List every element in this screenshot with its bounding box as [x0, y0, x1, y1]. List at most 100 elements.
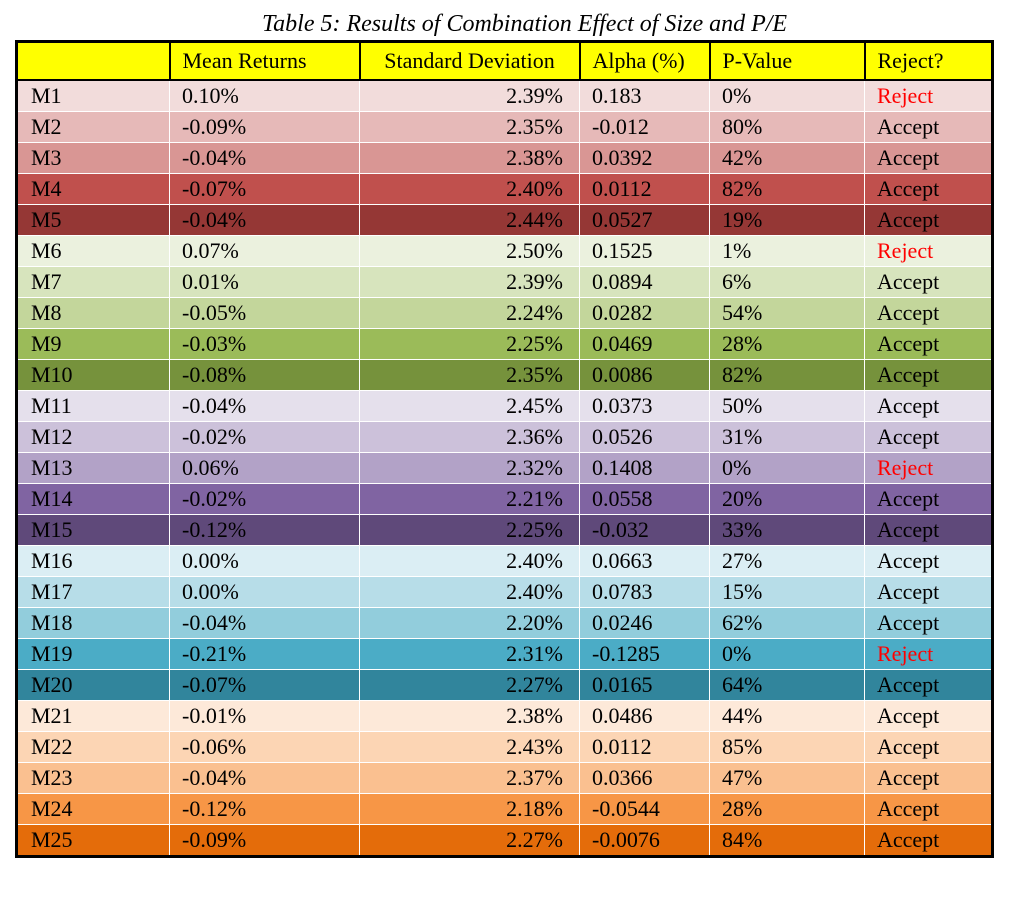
- cell-p-value: 28%: [709, 792, 865, 824]
- cell-decision: Accept: [864, 420, 993, 452]
- cell-model: M23: [16, 761, 170, 793]
- cell-p-value: 50%: [709, 389, 865, 421]
- cell-model: M12: [16, 420, 170, 452]
- cell-model: M20: [16, 668, 170, 700]
- cell-mean-returns: 0.00%: [169, 575, 360, 607]
- cell-decision: Accept: [864, 110, 993, 142]
- cell-standard-deviation: 2.43%: [359, 730, 580, 762]
- cell-alpha: 0.1525: [579, 234, 710, 266]
- cell-alpha: 0.0469: [579, 327, 710, 359]
- cell-mean-returns: -0.07%: [169, 172, 360, 204]
- cell-mean-returns: -0.02%: [169, 420, 360, 452]
- cell-decision: Accept: [864, 513, 993, 545]
- cell-p-value: 15%: [709, 575, 865, 607]
- cell-alpha: 0.0527: [579, 203, 710, 235]
- cell-standard-deviation: 2.44%: [359, 203, 580, 235]
- cell-mean-returns: -0.04%: [169, 389, 360, 421]
- cell-alpha: 0.0366: [579, 761, 710, 793]
- cell-mean-returns: -0.07%: [169, 668, 360, 700]
- results-table: Mean Returns Standard Deviation Alpha (%…: [15, 40, 994, 858]
- cell-p-value: 0%: [709, 79, 865, 111]
- cell-standard-deviation: 2.31%: [359, 637, 580, 669]
- cell-p-value: 27%: [709, 544, 865, 576]
- cell-standard-deviation: 2.38%: [359, 699, 580, 731]
- cell-decision: Accept: [864, 327, 993, 359]
- header-cell-alpha: Alpha (%): [578, 41, 710, 81]
- cell-decision: Accept: [864, 730, 993, 762]
- cell-p-value: 44%: [709, 699, 865, 731]
- table-row: M1 0.10% 2.39% 0.183 0% Reject: [16, 79, 993, 111]
- cell-model: M14: [16, 482, 170, 514]
- table-row: M6 0.07% 2.50% 0.1525 1% Reject: [16, 234, 993, 266]
- table-row: M20 -0.07% 2.27% 0.0165 64% Accept: [16, 668, 993, 700]
- cell-decision: Accept: [864, 203, 993, 235]
- cell-standard-deviation: 2.35%: [359, 110, 580, 142]
- cell-decision: Accept: [864, 141, 993, 173]
- header-cell-p-value: P-Value: [708, 41, 865, 81]
- cell-alpha: 0.0392: [579, 141, 710, 173]
- cell-model: M17: [16, 575, 170, 607]
- table-row: M10 -0.08% 2.35% 0.0086 82% Accept: [16, 358, 993, 390]
- cell-model: M13: [16, 451, 170, 483]
- cell-standard-deviation: 2.21%: [359, 482, 580, 514]
- cell-alpha: 0.0894: [579, 265, 710, 297]
- cell-model: M25: [16, 823, 170, 856]
- cell-mean-returns: -0.21%: [169, 637, 360, 669]
- header-cell-reject: Reject?: [863, 41, 993, 81]
- table-row: M24 -0.12% 2.18% -0.0544 28% Accept: [16, 792, 993, 824]
- cell-decision: Reject: [864, 451, 993, 483]
- cell-decision: Accept: [864, 172, 993, 204]
- table-row: M14 -0.02% 2.21% 0.0558 20% Accept: [16, 482, 993, 514]
- cell-decision: Reject: [864, 79, 993, 111]
- cell-standard-deviation: 2.40%: [359, 575, 580, 607]
- table-row: M4 -0.07% 2.40% 0.0112 82% Accept: [16, 172, 993, 204]
- cell-standard-deviation: 2.45%: [359, 389, 580, 421]
- cell-decision: Accept: [864, 358, 993, 390]
- cell-alpha: 0.0246: [579, 606, 710, 638]
- cell-p-value: 0%: [709, 451, 865, 483]
- cell-decision: Accept: [864, 699, 993, 731]
- cell-model: M5: [16, 203, 170, 235]
- table-row: M8 -0.05% 2.24% 0.0282 54% Accept: [16, 296, 993, 328]
- cell-decision: Accept: [864, 668, 993, 700]
- cell-mean-returns: -0.05%: [169, 296, 360, 328]
- cell-mean-returns: -0.09%: [169, 823, 360, 856]
- header-cell-standard-deviation: Standard Deviation: [358, 41, 580, 81]
- cell-model: M15: [16, 513, 170, 545]
- cell-mean-returns: -0.02%: [169, 482, 360, 514]
- cell-decision: Accept: [864, 265, 993, 297]
- cell-standard-deviation: 2.39%: [359, 79, 580, 111]
- table-row: M25 -0.09% 2.27% -0.0076 84% Accept: [16, 823, 993, 856]
- table-row: M19 -0.21% 2.31% -0.1285 0% Reject: [16, 637, 993, 669]
- cell-p-value: 85%: [709, 730, 865, 762]
- cell-alpha: -0.012: [579, 110, 710, 142]
- cell-mean-returns: -0.04%: [169, 141, 360, 173]
- cell-alpha: 0.0783: [579, 575, 710, 607]
- cell-p-value: 62%: [709, 606, 865, 638]
- cell-standard-deviation: 2.37%: [359, 761, 580, 793]
- cell-model: M24: [16, 792, 170, 824]
- cell-alpha: 0.0112: [579, 172, 710, 204]
- cell-decision: Accept: [864, 296, 993, 328]
- table-row: M22 -0.06% 2.43% 0.0112 85% Accept: [16, 730, 993, 762]
- table-caption: Table 5: Results of Combination Effect o…: [262, 11, 788, 37]
- table-row: M15 -0.12% 2.25% -0.032 33% Accept: [16, 513, 993, 545]
- cell-model: M11: [16, 389, 170, 421]
- table-row: M23 -0.04% 2.37% 0.0366 47% Accept: [16, 761, 993, 793]
- table-row: M13 0.06% 2.32% 0.1408 0% Reject: [16, 451, 993, 483]
- cell-model: M2: [16, 110, 170, 142]
- cell-mean-returns: -0.09%: [169, 110, 360, 142]
- cell-mean-returns: 0.06%: [169, 451, 360, 483]
- cell-model: M22: [16, 730, 170, 762]
- cell-standard-deviation: 2.32%: [359, 451, 580, 483]
- cell-p-value: 33%: [709, 513, 865, 545]
- cell-mean-returns: -0.12%: [169, 792, 360, 824]
- cell-standard-deviation: 2.50%: [359, 234, 580, 266]
- cell-p-value: 31%: [709, 420, 865, 452]
- cell-standard-deviation: 2.24%: [359, 296, 580, 328]
- cell-model: M10: [16, 358, 170, 390]
- header-cell-model: [16, 41, 170, 81]
- table-row: M9 -0.03% 2.25% 0.0469 28% Accept: [16, 327, 993, 359]
- cell-alpha: -0.032: [579, 513, 710, 545]
- cell-standard-deviation: 2.40%: [359, 544, 580, 576]
